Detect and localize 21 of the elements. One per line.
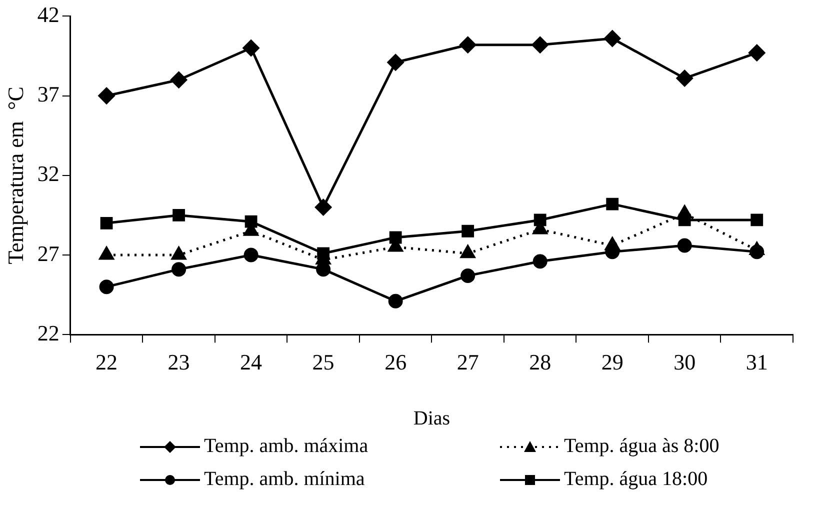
x-tick-label: 23 xyxy=(168,350,190,375)
y-tick-label: 37 xyxy=(37,82,60,107)
x-tick-label: 27 xyxy=(456,350,479,375)
legend-label: Temp. água às 8:00 xyxy=(564,435,720,458)
x-axis-title: Dias xyxy=(413,407,450,430)
y-tick-label: 42 xyxy=(37,2,60,27)
x-tick-label: 24 xyxy=(240,350,262,375)
y-axis-title: Temperatura em °C xyxy=(2,86,28,264)
legend-label: Temp. amb. máxima xyxy=(204,435,368,458)
x-tick-label: 28 xyxy=(529,350,552,375)
x-tick-label: 29 xyxy=(601,350,624,375)
y-tick-label: 27 xyxy=(37,240,60,266)
legend-label: Temp. água 18:00 xyxy=(564,468,708,491)
x-tick-label: 31 xyxy=(746,350,768,375)
x-tick-label: 22 xyxy=(96,350,118,375)
y-tick-label: 32 xyxy=(37,161,60,186)
x-tick-label: 30 xyxy=(674,350,696,375)
x-tick-label: 26 xyxy=(384,350,407,375)
legend-label: Temp. amb. mínima xyxy=(204,468,365,491)
y-tick-label: 22 xyxy=(37,320,60,346)
x-tick-label: 25 xyxy=(312,350,334,375)
